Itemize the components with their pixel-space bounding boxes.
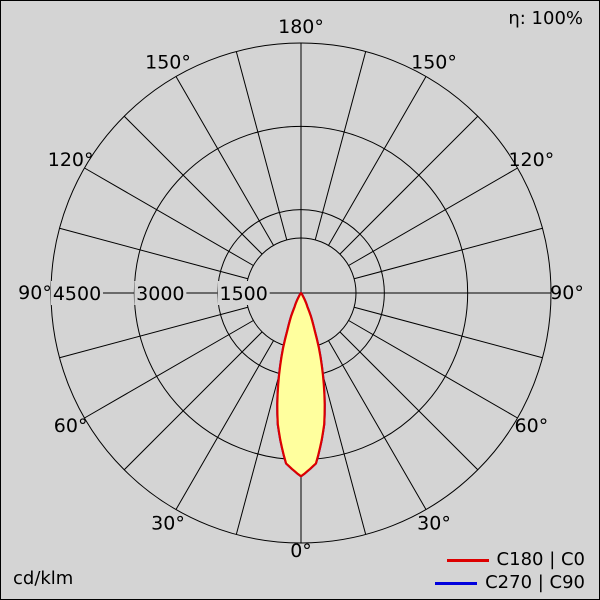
radial-tick-mask — [51, 281, 103, 305]
unit-label: cd/klm — [13, 568, 74, 589]
radial-tick-label: 3000 — [136, 283, 184, 305]
grid-spoke — [353, 306, 543, 359]
beam-curve-c0-c180 — [276, 291, 326, 478]
grid-spoke — [339, 331, 479, 471]
radial-tick-label: 1500 — [219, 283, 267, 305]
radial-tick-label: 4500 — [53, 283, 101, 305]
angle-label: 150° — [145, 52, 191, 74]
grid-spoke — [314, 51, 367, 241]
legend-label-c90: C270 | C90 — [485, 572, 585, 593]
angle-label: 30° — [151, 512, 185, 534]
angle-label: 60° — [54, 415, 88, 437]
c90-curve-swatch — [435, 581, 478, 585]
angle-label: 120° — [508, 149, 554, 171]
grid-spoke — [175, 76, 274, 246]
grid-spoke — [348, 320, 518, 419]
grid-spoke — [353, 227, 543, 280]
angle-label: 150° — [411, 52, 457, 74]
grid-spoke — [123, 331, 263, 471]
angle-label: 0° — [290, 540, 312, 562]
grid-spoke — [84, 320, 254, 419]
grid-spoke — [339, 115, 479, 255]
grid-spoke — [123, 115, 263, 255]
radial-tick-mask — [134, 281, 187, 305]
legend: C180 | C0 C270 | C90 — [435, 551, 585, 592]
legend-item-c90: C270 | C90 — [435, 574, 585, 592]
grid-spoke — [59, 227, 249, 280]
grid-spoke — [175, 340, 274, 510]
grid-spoke — [348, 167, 518, 266]
angle-label: 180° — [278, 16, 324, 38]
angle-label: 120° — [48, 149, 94, 171]
grid-spoke — [328, 340, 427, 510]
grid-spoke — [84, 167, 254, 266]
angle-label: 90° — [18, 282, 52, 304]
angle-label: 30° — [417, 512, 451, 534]
grid-spoke — [235, 51, 288, 241]
grid-spoke — [59, 306, 249, 359]
legend-item-c0: C180 | C0 — [435, 551, 585, 569]
angle-label: 90° — [550, 282, 584, 304]
grid-spoke — [328, 76, 427, 246]
radial-tick-mask — [217, 281, 270, 305]
efficiency-label: η: 100% — [508, 8, 583, 29]
legend-label-c0: C180 | C0 — [496, 549, 585, 570]
c0-curve-swatch — [446, 558, 489, 562]
angle-label: 60° — [515, 415, 549, 437]
